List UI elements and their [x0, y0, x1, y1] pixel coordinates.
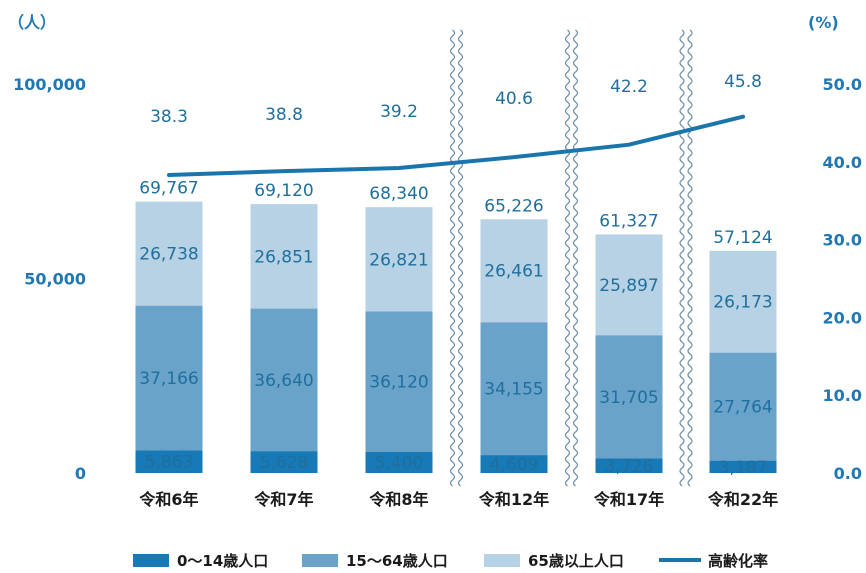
- left-axis-tick-label: 50,000: [24, 270, 86, 289]
- aging-rate-label: 38.8: [265, 105, 303, 125]
- legend-label: 高齢化率: [708, 552, 768, 570]
- legend-swatch: [133, 554, 169, 567]
- bar-total-label: 57,124: [713, 228, 772, 248]
- aging-rate-label: 42.2: [610, 77, 648, 97]
- aging-rate-label: 38.3: [150, 107, 188, 127]
- category-label: 令和7年: [253, 490, 313, 509]
- bar-total-label: 65,226: [484, 196, 543, 216]
- bar-value-label: 36,120: [369, 373, 428, 393]
- category-label: 令和17年: [593, 490, 664, 509]
- bar-value-label: 34,155: [484, 380, 543, 400]
- bar-segment: [365, 311, 433, 452]
- bar-value-label: 37,166: [139, 369, 198, 389]
- bar-value-label: 36,640: [254, 371, 313, 391]
- legend-label: 15～64歳人口: [346, 552, 448, 570]
- bar-segment: [595, 234, 663, 336]
- axis-break-line: [449, 29, 456, 487]
- bar-segment: [480, 219, 548, 323]
- bar-value-label: 4,609: [490, 455, 539, 475]
- aging-rate-label: 45.8: [724, 72, 762, 92]
- axis-break-line: [457, 29, 464, 487]
- legend-swatch: [302, 554, 338, 567]
- left-axis-tick-label: 100,000: [13, 75, 86, 94]
- right-axis-unit: (%): [808, 13, 839, 32]
- right-axis-tick-label: 50.0: [823, 75, 862, 94]
- bar-value-label: 26,821: [369, 250, 428, 270]
- bar-segment: [480, 455, 548, 473]
- bar-segment: [250, 308, 318, 452]
- bar-segment: [709, 352, 777, 461]
- axis-break-line: [687, 29, 693, 487]
- bar-value-label: 26,738: [139, 245, 198, 265]
- axis-break-line: [679, 29, 685, 487]
- bar-value-label: 5,863: [145, 453, 194, 473]
- bar-segment: [135, 450, 203, 473]
- bar-value-label: 26,461: [484, 262, 543, 282]
- category-label: 令和12年: [478, 490, 549, 509]
- bar-value-label: 26,851: [254, 247, 313, 267]
- bar-segment: [595, 335, 663, 459]
- bar-segment: [709, 250, 777, 353]
- left-axis-unit: （人）: [8, 13, 56, 32]
- bar-segment: [595, 458, 663, 473]
- category-label: 令和6年: [138, 490, 198, 509]
- legend-label: 65歳以上人口: [528, 552, 624, 570]
- bar-total-label: 61,327: [599, 211, 658, 231]
- bar-value-label: 5,628: [260, 453, 309, 473]
- bar-segment: [250, 204, 318, 309]
- bar-value-label: 3,187: [719, 458, 768, 478]
- category-label: 令和8年: [368, 490, 428, 509]
- right-axis-tick-label: 0.0: [834, 464, 862, 483]
- bar-segment: [135, 305, 203, 451]
- bar-total-label: 68,340: [369, 184, 428, 204]
- bar-total-label: 69,120: [254, 181, 313, 201]
- right-axis-tick-label: 30.0: [823, 231, 862, 250]
- aging-rate-line: [167, 114, 745, 178]
- bar-value-label: 26,173: [713, 293, 772, 313]
- legend-swatch: [484, 554, 520, 567]
- bar-segment: [365, 451, 433, 473]
- axis-break-line: [572, 29, 579, 487]
- bar-value-label: 31,705: [599, 388, 658, 408]
- bar-total-label: 69,767: [139, 179, 198, 199]
- right-axis-tick-label: 40.0: [823, 153, 862, 172]
- bar-segment: [365, 207, 433, 312]
- legend-label: 0～14歳人口: [177, 552, 268, 570]
- bar-value-label: 3,726: [605, 457, 654, 477]
- aging-rate-label: 40.6: [495, 89, 533, 109]
- bar-segment: [250, 451, 318, 473]
- bar-segment: [709, 460, 777, 473]
- bar-value-label: 27,764: [713, 398, 772, 418]
- bar-segment: [480, 322, 548, 456]
- right-axis-tick-label: 20.0: [823, 308, 862, 327]
- aging-rate-label: 39.2: [380, 102, 418, 122]
- axis-break-line: [564, 29, 571, 487]
- bar-segment: [135, 201, 203, 306]
- left-axis-tick-label: 0: [75, 464, 86, 483]
- category-label: 令和22年: [707, 490, 778, 509]
- right-axis-tick-label: 10.0: [823, 386, 862, 405]
- bar-value-label: 5,400: [375, 453, 424, 473]
- bar-value-label: 25,897: [599, 276, 658, 296]
